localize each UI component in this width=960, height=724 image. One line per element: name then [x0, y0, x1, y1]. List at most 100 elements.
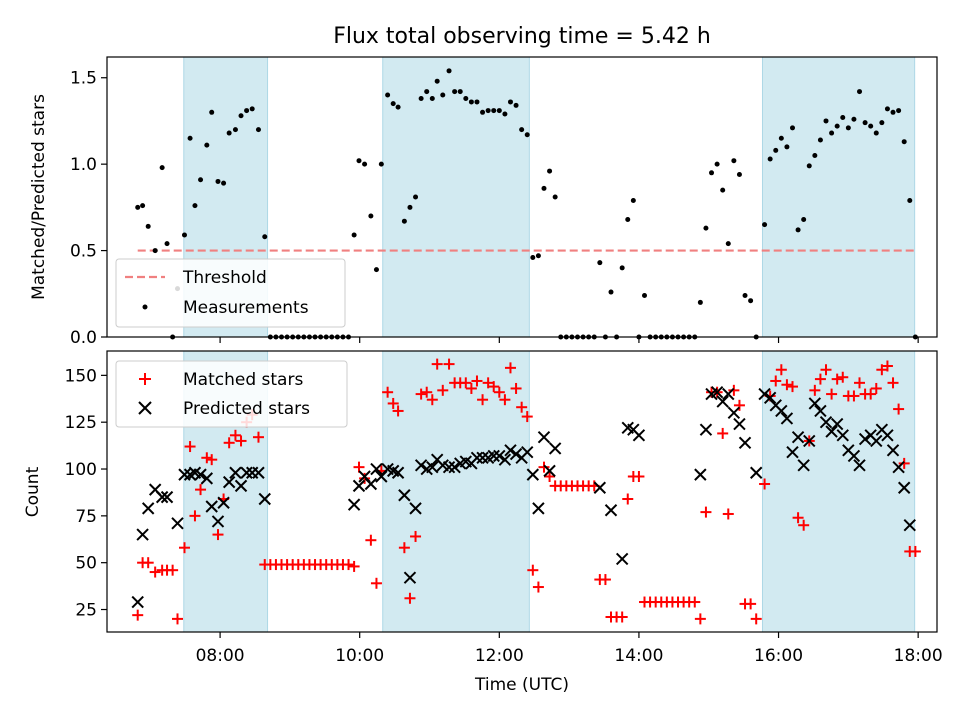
predicted-point — [194, 468, 207, 481]
x-stroke-b — [727, 406, 741, 420]
measurement-point — [736, 172, 742, 178]
shaded-interval — [382, 350, 530, 633]
x-stroke-b — [509, 447, 523, 461]
predicted-point — [881, 429, 894, 442]
predicted-point — [847, 449, 861, 463]
predicted-stars-series — [131, 386, 916, 609]
x-stroke-b — [791, 430, 805, 444]
measurement-point — [463, 95, 469, 101]
y-tick-label: 125 — [65, 413, 97, 433]
x-stroke-b — [171, 517, 184, 530]
predicted-point — [258, 492, 271, 506]
predicted-point — [710, 386, 724, 399]
measurement-point — [597, 260, 603, 266]
measurement-point — [720, 187, 726, 193]
matched-point — [488, 381, 500, 393]
x-stroke-b — [222, 475, 236, 489]
measurement-point — [541, 185, 547, 191]
x-stroke-b — [710, 386, 724, 399]
measurement-point — [762, 222, 768, 228]
measurement-point — [873, 130, 879, 136]
measurement-point — [519, 127, 525, 133]
measurement-point — [395, 104, 401, 110]
predicted-point — [171, 517, 184, 530]
x-stroke-b — [593, 481, 607, 494]
predicted-point — [476, 451, 489, 464]
predicted-point — [252, 466, 265, 479]
predicted-point — [222, 475, 236, 489]
matched-point — [359, 472, 371, 484]
predicted-point — [200, 472, 214, 485]
measurement-point — [198, 177, 204, 183]
y-tick-label: 1.0 — [70, 155, 97, 175]
y-tick-label: 50 — [75, 554, 97, 574]
predicted-point — [141, 502, 155, 515]
x-stroke-b — [853, 459, 866, 472]
predicted-point — [836, 429, 849, 442]
measurement-point — [731, 158, 737, 164]
x-stroke-b — [842, 444, 855, 457]
predicted-point — [229, 466, 242, 479]
x-stroke-b — [903, 519, 916, 532]
x-stroke-b — [414, 459, 428, 472]
predicted-point — [903, 519, 916, 532]
matched-point — [909, 545, 921, 557]
legend-matched-label: Matched stars — [183, 370, 303, 390]
measurement-point — [703, 225, 709, 231]
x-tick-label: 16:00 — [754, 646, 803, 666]
x-stroke-b — [825, 425, 838, 438]
matched-point — [365, 534, 377, 546]
x-stroke-b — [504, 444, 517, 457]
measurement-point — [385, 92, 391, 98]
measurement-point — [801, 216, 807, 222]
x-stroke-b — [459, 455, 473, 468]
matched-point — [149, 566, 161, 578]
top-x-ticks — [219, 337, 919, 343]
matched-point — [404, 592, 416, 604]
x-stroke-b — [141, 502, 155, 515]
matched-point — [235, 435, 247, 447]
predicted-point — [543, 464, 556, 478]
matched-point — [415, 388, 427, 400]
predicted-point — [205, 500, 218, 513]
measurement-point — [226, 130, 232, 136]
x-stroke-b — [398, 489, 411, 502]
y-tick-label: 150 — [65, 366, 97, 386]
predicted-point — [487, 449, 500, 463]
matched-point — [499, 394, 511, 406]
x-stroke-b — [370, 462, 383, 476]
measurement-point — [857, 89, 863, 95]
x-stroke-b — [229, 466, 242, 479]
measurement-point — [767, 156, 773, 162]
x-stroke-b — [627, 423, 640, 436]
matched-point — [728, 384, 740, 396]
predicted-point — [403, 571, 417, 584]
measurement-point — [552, 194, 558, 200]
predicted-point — [727, 406, 741, 420]
predicted-point — [470, 451, 484, 464]
predicted-point — [749, 466, 763, 479]
chart-title: Flux total observing time = 5.42 h — [333, 24, 711, 49]
predicted-point — [498, 453, 512, 466]
x-tick-label: 12:00 — [475, 646, 524, 666]
measurement-point — [829, 130, 835, 136]
x-stroke-b — [194, 468, 207, 481]
predicted-point — [632, 429, 646, 442]
matched-point — [599, 574, 611, 586]
x-stroke-b — [521, 445, 534, 459]
predicted-point — [870, 434, 883, 448]
x-stroke-b — [615, 552, 629, 566]
matched-point — [538, 461, 550, 473]
matched-point — [421, 386, 433, 398]
matched-point — [184, 441, 196, 453]
measurement-point — [491, 108, 497, 114]
predicted-point — [240, 466, 253, 479]
measurement-point — [249, 106, 255, 112]
matched-point — [465, 382, 477, 394]
measurement-point — [209, 109, 215, 115]
matched-point — [167, 564, 179, 576]
matched-point — [516, 401, 528, 413]
x-stroke-b — [548, 442, 562, 455]
measurement-point — [351, 232, 357, 238]
matched-point — [717, 427, 729, 439]
